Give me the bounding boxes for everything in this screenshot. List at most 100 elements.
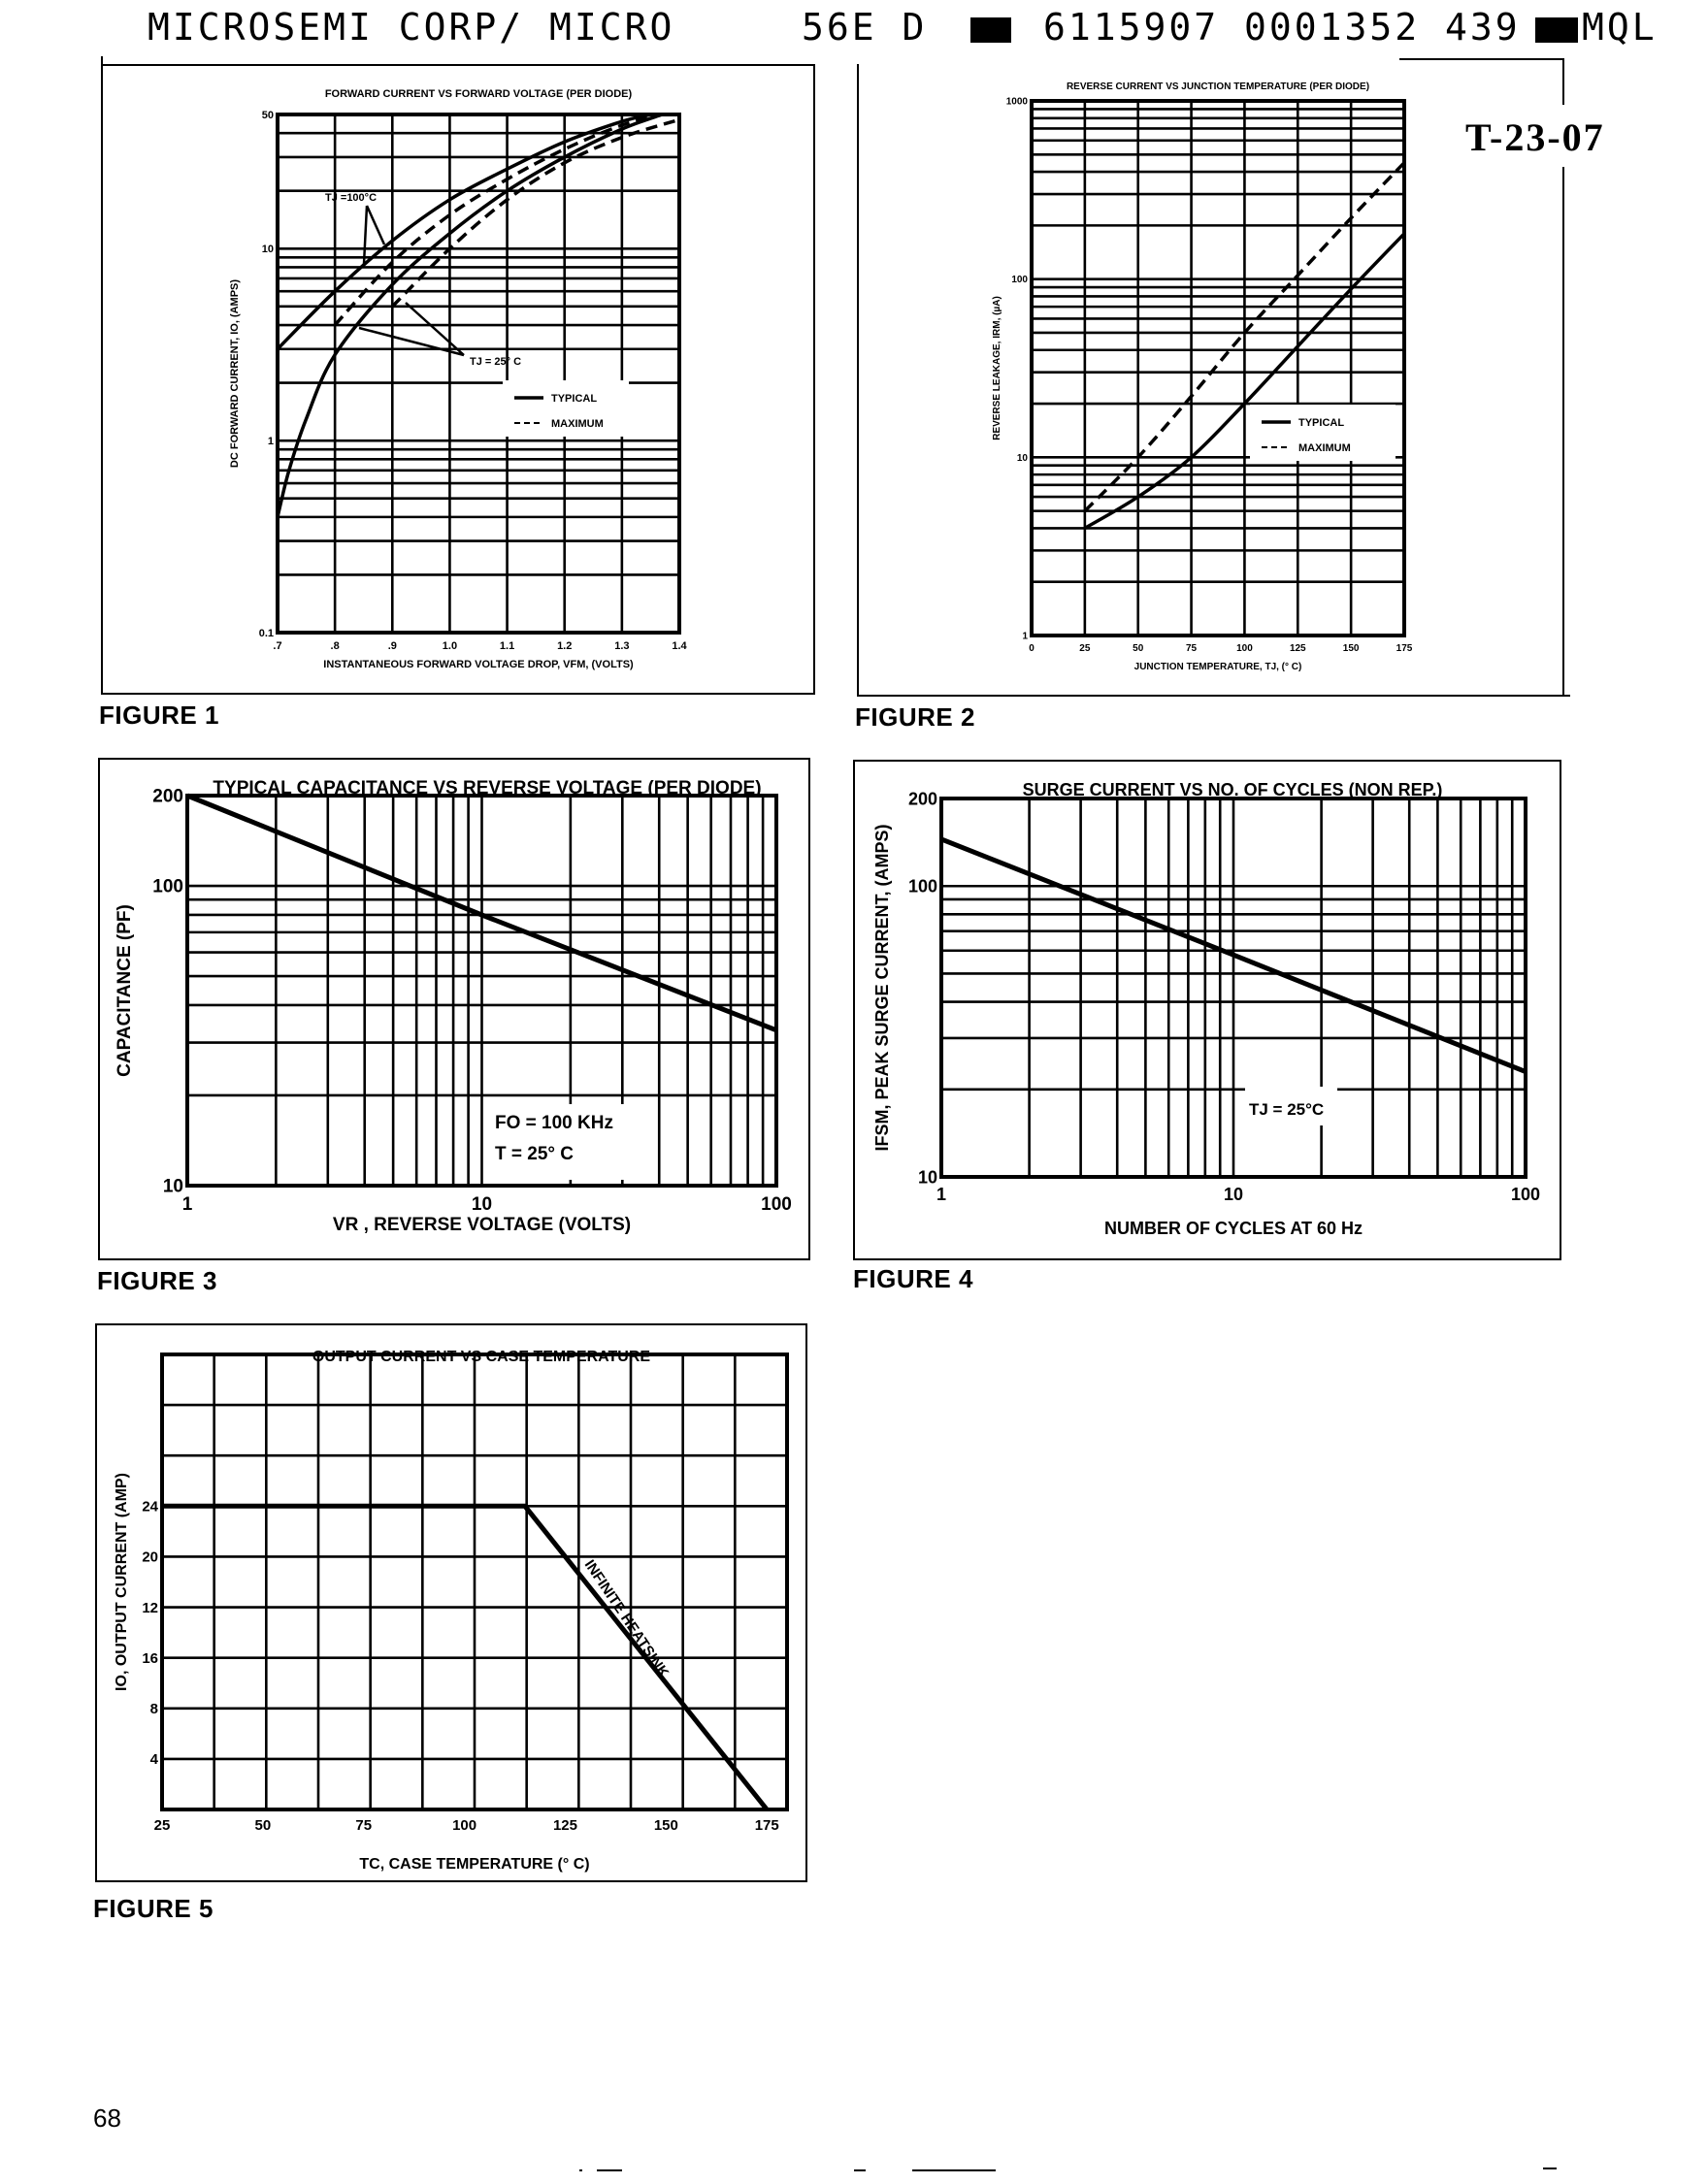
stamp-frame-top bbox=[1399, 58, 1564, 60]
svg-text:.8: .8 bbox=[331, 640, 340, 652]
stamp-frame-right-upper bbox=[1562, 58, 1564, 105]
fig2-legend: TYPICAL MAXIMUM bbox=[1250, 405, 1396, 461]
fig5-annotation-heatsink: INFINITE HEATSINK bbox=[581, 1557, 673, 1681]
fig1-annotation-100c: TJ =100°C bbox=[325, 192, 377, 204]
fig3-annotation-temp: T = 25° C bbox=[495, 1144, 574, 1164]
svg-text:4: 4 bbox=[150, 1751, 159, 1768]
fig4-annotation-temp: TJ = 25°C bbox=[1249, 1100, 1324, 1119]
figure-5-frame bbox=[95, 1323, 807, 1882]
svg-text:200: 200 bbox=[908, 789, 937, 808]
series-line bbox=[1083, 161, 1406, 512]
series-line bbox=[940, 836, 1527, 1074]
series-line bbox=[186, 793, 777, 1033]
svg-text:10: 10 bbox=[262, 244, 274, 255]
fig4-chart: SURGE CURRENT VS NO. OF CYCLES (NON REP.… bbox=[872, 780, 1540, 1238]
svg-text:50: 50 bbox=[262, 110, 274, 121]
svg-text:1.0: 1.0 bbox=[443, 640, 457, 652]
series-line bbox=[276, 113, 663, 518]
fig3-annotation-freq: FO = 100 KHz bbox=[495, 1113, 613, 1133]
svg-text:TYPICAL: TYPICAL bbox=[551, 393, 597, 405]
fig2-xlabel: JUNCTION TEMPERATURE, TJ, (° C) bbox=[1134, 662, 1302, 672]
figure-1-label: FIGURE 1 bbox=[99, 701, 219, 730]
fig2-title: REVERSE CURRENT VS JUNCTION TEMPERATURE … bbox=[1067, 81, 1369, 92]
svg-text:200: 200 bbox=[152, 787, 183, 807]
svg-text:.7: .7 bbox=[273, 640, 281, 652]
svg-text:150: 150 bbox=[654, 1817, 678, 1834]
svg-text:100: 100 bbox=[1511, 1185, 1540, 1204]
header-suffix: MQL bbox=[1582, 6, 1658, 49]
svg-text:25: 25 bbox=[1079, 643, 1091, 654]
svg-text:100: 100 bbox=[761, 1194, 792, 1215]
fig1-legend: TYPICAL MAXIMUM bbox=[503, 380, 629, 437]
series-line bbox=[276, 113, 651, 350]
svg-text:8: 8 bbox=[150, 1701, 158, 1717]
svg-text:100: 100 bbox=[1236, 643, 1253, 654]
fig2-ylabel: REVERSE LEAKAGE, IRM, (µA) bbox=[992, 296, 1002, 440]
scan-mark bbox=[579, 2169, 582, 2171]
svg-text:MAXIMUM: MAXIMUM bbox=[1298, 442, 1351, 454]
svg-text:125: 125 bbox=[1290, 643, 1306, 654]
fig4-title: SURGE CURRENT VS NO. OF CYCLES (NON REP.… bbox=[1023, 780, 1443, 799]
svg-text:1000: 1000 bbox=[1006, 97, 1029, 108]
fig1-title: FORWARD CURRENT VS FORWARD VOLTAGE (PER … bbox=[325, 88, 633, 100]
svg-text:0: 0 bbox=[1029, 643, 1035, 654]
fig5-xlabel: TC, CASE TEMPERATURE (° C) bbox=[359, 1856, 589, 1873]
svg-text:1.4: 1.4 bbox=[672, 640, 687, 652]
fig5-chart: OUTPUT CURRENT VS CASE TEMPERATURE 25 50 75… bbox=[114, 1349, 789, 1873]
svg-text:100: 100 bbox=[1011, 275, 1028, 285]
svg-text:175: 175 bbox=[1396, 643, 1413, 654]
svg-text:75: 75 bbox=[1186, 643, 1198, 654]
header-left: MICROSEMI CORP/ MICRO bbox=[148, 6, 675, 49]
svg-text:175: 175 bbox=[755, 1817, 779, 1834]
fig1-xlabel: INSTANTANEOUS FORWARD VOLTAGE DROP, VFM,… bbox=[323, 659, 634, 670]
figure-3-frame bbox=[98, 758, 810, 1260]
stamp-frame-right-lower bbox=[1562, 167, 1564, 696]
figure-5-label: FIGURE 5 bbox=[93, 1894, 214, 1923]
svg-text:100: 100 bbox=[452, 1817, 476, 1834]
svg-text:1: 1 bbox=[1022, 632, 1028, 642]
figure-1-frame bbox=[101, 64, 815, 695]
svg-text:MAXIMUM: MAXIMUM bbox=[551, 418, 604, 430]
header-block-marker bbox=[970, 17, 1011, 43]
figure-3-label: FIGURE 3 bbox=[97, 1266, 217, 1295]
svg-text:TYPICAL: TYPICAL bbox=[1298, 417, 1344, 429]
svg-text:50: 50 bbox=[255, 1817, 272, 1834]
figure-4-label: FIGURE 4 bbox=[853, 1264, 973, 1293]
series-line bbox=[162, 1503, 770, 1811]
fig3-chart: TYPICAL CAPACITANCE VS REVERSE VOLTAGE (… bbox=[115, 778, 792, 1235]
figure-2-label: FIGURE 2 bbox=[855, 702, 975, 732]
fig3-title: TYPICAL CAPACITANCE VS REVERSE VOLTAGE (… bbox=[213, 778, 761, 799]
header-code: 56E D bbox=[802, 6, 928, 49]
svg-text:100: 100 bbox=[908, 877, 937, 896]
svg-text:1.2: 1.2 bbox=[557, 640, 572, 652]
fig3-xlabel: VR , REVERSE VOLTAGE (VOLTS) bbox=[333, 1215, 631, 1235]
svg-text:10: 10 bbox=[1017, 453, 1029, 464]
svg-text:75: 75 bbox=[355, 1817, 372, 1834]
document-stamp: T-23-07 bbox=[1465, 115, 1605, 159]
svg-text:.9: .9 bbox=[388, 640, 397, 652]
fig1-chart: FORWARD CURRENT VS FORWARD VOLTAGE (PER … bbox=[229, 88, 688, 670]
figure-2-frame bbox=[857, 64, 1570, 697]
fig3-ylabel: CAPACITANCE (PF) bbox=[115, 904, 135, 1077]
svg-text:1: 1 bbox=[268, 436, 274, 447]
svg-text:20: 20 bbox=[142, 1549, 158, 1566]
svg-text:10: 10 bbox=[163, 1177, 183, 1197]
svg-text:50: 50 bbox=[1133, 643, 1144, 654]
svg-text:12: 12 bbox=[142, 1600, 158, 1616]
scan-mark bbox=[854, 2169, 866, 2171]
scan-mark bbox=[912, 2169, 996, 2171]
svg-text:10: 10 bbox=[1224, 1185, 1243, 1204]
page-number: 68 bbox=[93, 2103, 121, 2133]
header-serial: 6115907 0001352 439 bbox=[1043, 6, 1521, 49]
svg-text:125: 125 bbox=[553, 1817, 577, 1834]
series-line bbox=[391, 117, 680, 309]
svg-text:1: 1 bbox=[182, 1194, 193, 1215]
fig5-title: OUTPUT CURRENT VS CASE TEMPERATURE bbox=[312, 1349, 650, 1365]
svg-text:0.1: 0.1 bbox=[259, 628, 274, 639]
fig1-ylabel: DC FORWARD CURRENT, IO, (AMPS) bbox=[229, 279, 241, 468]
fig5-ylabel: IO, OUTPUT CURRENT (AMP) bbox=[114, 1473, 130, 1691]
svg-text:1: 1 bbox=[936, 1185, 946, 1204]
series-line bbox=[333, 113, 663, 327]
svg-text:24: 24 bbox=[142, 1499, 158, 1516]
